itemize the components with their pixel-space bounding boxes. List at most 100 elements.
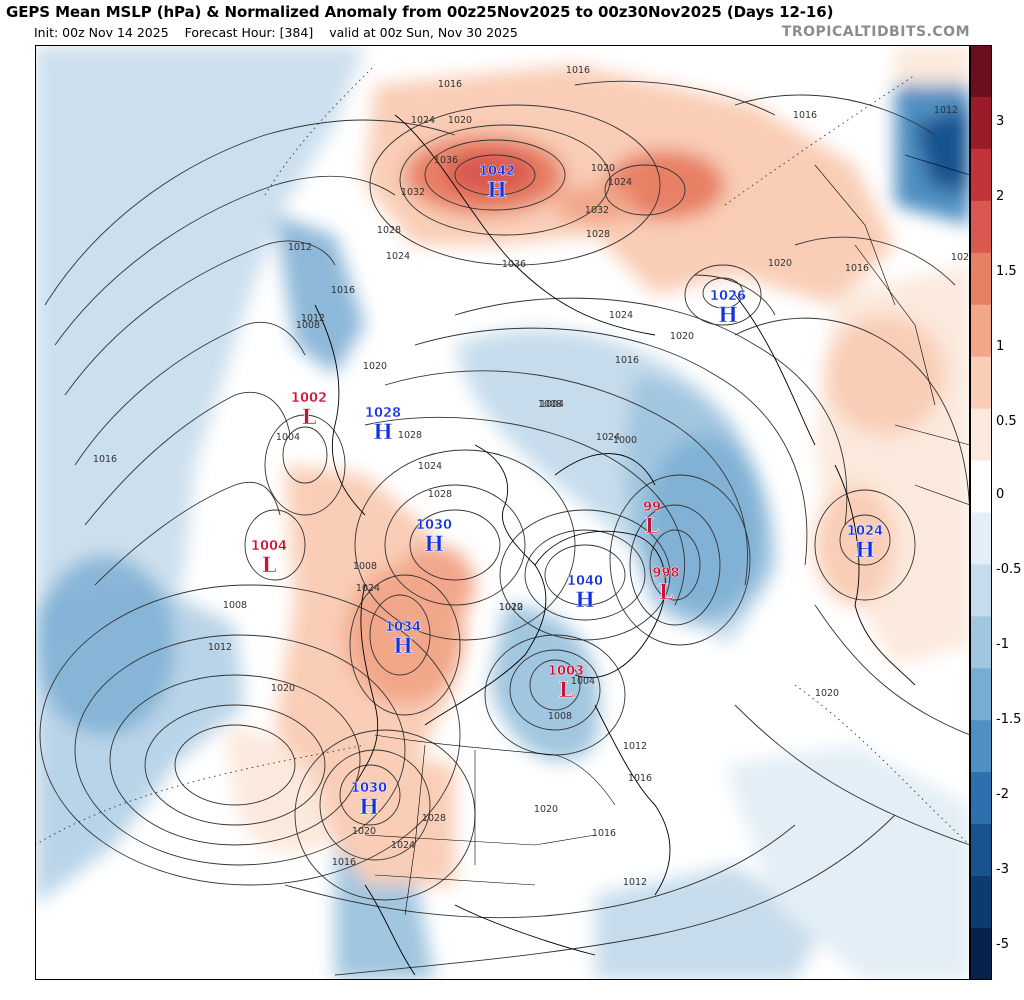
isobar-label: 1036	[502, 259, 526, 270]
isobar-label: 1020	[352, 826, 376, 837]
colorbar-cell	[970, 96, 992, 150]
isobar-label: 1012	[301, 313, 325, 324]
isobar-label: 1024	[411, 115, 435, 126]
isobar-label: 1024	[356, 583, 380, 594]
isobar-label: 1016	[793, 110, 817, 121]
isobar-label: 1020	[363, 361, 387, 372]
isobar-label: 1020	[591, 163, 615, 174]
center-pressure-value: 1002	[291, 391, 327, 406]
isobar-label: 1016	[438, 79, 462, 90]
isobar-label: 1016	[566, 65, 590, 76]
isobar-label: 1000	[613, 435, 637, 446]
center-type-letter: H	[373, 419, 393, 444]
isobar-label: 1012	[934, 105, 958, 116]
center-pressure-value: 1040	[567, 574, 603, 589]
init-time: Init: 00z Nov 14 2025	[34, 25, 169, 40]
isobar-label: 1008	[538, 399, 562, 410]
colorbar-tick-label: 3	[996, 114, 1004, 129]
isobar-label: 1032	[585, 205, 609, 216]
center-pressure-value: 1034	[385, 620, 421, 635]
colorbar-tick-label: 1	[996, 339, 1004, 354]
isobar-label: 1036	[434, 155, 458, 166]
isobar-label: 1028	[586, 229, 610, 240]
colorbar-tick-label: 1.5	[996, 264, 1017, 279]
graticule	[35, 64, 970, 846]
center-type-letter: H	[575, 587, 595, 612]
colorbar-cell	[970, 408, 992, 462]
isobar-label: 1016	[592, 828, 616, 839]
site-watermark: TROPICALTIDBITS.COM	[781, 24, 970, 40]
isobar-label: 1008	[296, 320, 320, 331]
center-pressure-value: 1024	[847, 524, 883, 539]
center-type-letter: H	[487, 177, 507, 202]
colorbar-cell	[970, 304, 992, 358]
colorbar-tick-label: -2	[996, 787, 1009, 802]
center-type-letter: L	[559, 677, 574, 702]
isobar-label: 1004	[540, 399, 564, 410]
colorbar-tick-label: -3	[996, 862, 1009, 877]
colorbar-tick-label: -1.5	[996, 712, 1021, 727]
isobar-contours	[39, 80, 970, 976]
isobar-label: 1028	[377, 225, 401, 236]
center-pressure-value: 1026	[710, 289, 746, 304]
isobar-label: 1020	[271, 683, 295, 694]
isobar-label: 1020	[815, 688, 839, 699]
isobar-label: 1008	[223, 600, 247, 611]
colorbar-cell	[970, 512, 992, 565]
coastlines	[314, 114, 916, 976]
isobar-label: 1020	[499, 602, 523, 613]
colorbar-cell	[970, 616, 992, 669]
isobar-label: 1016	[332, 857, 356, 868]
isobar-label: 1016	[628, 773, 652, 784]
isobar-label: 1012	[623, 877, 647, 888]
colorbar-cell	[970, 45, 992, 98]
isobar-label: 1028	[422, 813, 446, 824]
colorbar-cell	[970, 668, 992, 721]
center-type-letter: L	[262, 552, 277, 577]
isobar-label: 1016	[93, 454, 117, 465]
colorbar-cell	[970, 148, 992, 202]
isobar-label: 1028	[428, 489, 452, 500]
isobar-label: 1024	[391, 840, 415, 851]
isobar-label: 1024	[608, 177, 632, 188]
center-pressure-value: 1030	[351, 781, 387, 796]
center-pressure-value: 1004	[251, 539, 287, 554]
center-type-letter: H	[393, 633, 413, 658]
isobar-label: 1012	[208, 642, 232, 653]
isobar-label: 1024	[609, 310, 633, 321]
center-type-letter: L	[659, 579, 674, 604]
isobar-label: 1016	[331, 285, 355, 296]
colorbar-cell	[970, 772, 992, 825]
political-borders	[364, 154, 970, 916]
anomaly-colorbar: 3 2 1.5 1 0.5 0 -0.5 -1 -1.5 -2 -3 -5	[970, 45, 1021, 980]
colorbar-tick-label: -5	[996, 937, 1009, 952]
isobar-label: 1016	[615, 355, 639, 366]
isobar-label: 1008	[548, 711, 572, 722]
center-pressure-value: 1003	[548, 664, 584, 679]
valid-time: valid at 00z Sun, Nov 30 2025	[329, 25, 518, 40]
isobar-label: 1024	[418, 461, 442, 472]
center-pressure-value: 1042	[479, 164, 515, 179]
center-pressure-value: 998	[652, 566, 679, 581]
colorbar-tick-label: -1	[996, 637, 1009, 652]
center-type-letter: H	[718, 302, 738, 327]
colorbar-cell	[970, 824, 992, 877]
isobar-label: 1012	[288, 242, 312, 253]
colorbar-cell	[970, 200, 992, 254]
colorbar-cell	[970, 564, 992, 617]
isobar-label: 1024	[386, 251, 410, 262]
isobar-label: 1020	[768, 258, 792, 269]
center-type-letter: H	[424, 531, 444, 556]
isobar-label: 1012	[499, 602, 523, 613]
center-type-letter: H	[855, 537, 875, 562]
